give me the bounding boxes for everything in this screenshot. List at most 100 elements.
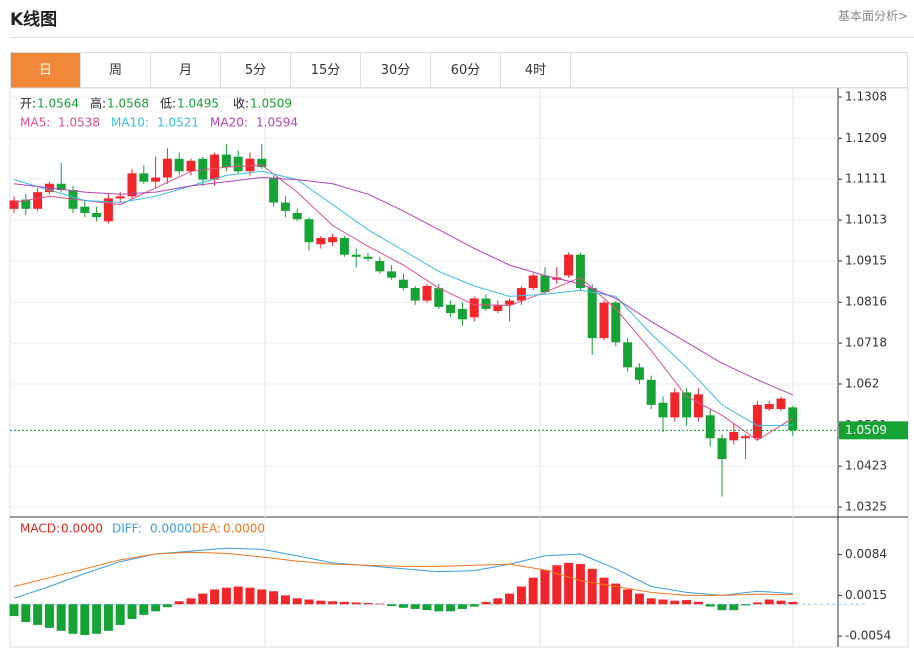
candle-body [788, 407, 798, 431]
candle-body [151, 177, 161, 182]
period-tab[interactable]: 月 [151, 53, 221, 88]
candle-body [410, 288, 420, 301]
macd-bar [575, 564, 585, 605]
period-tab[interactable]: 周 [81, 53, 151, 88]
period-tab[interactable]: 30分 [361, 53, 431, 88]
macd-bar [210, 589, 220, 605]
macd-bar [516, 586, 526, 605]
macd-bar [198, 593, 208, 605]
candle-body [80, 206, 90, 213]
legend-value: 0.0000 [223, 522, 265, 536]
candle-body [493, 304, 503, 312]
y-tick-label: 1.0816 [845, 295, 887, 309]
macd-bar [457, 604, 467, 609]
info-value: 1.0568 [107, 97, 149, 111]
legend-name: MA5: [20, 116, 50, 130]
period-tab[interactable]: 日 [11, 53, 81, 88]
period-tab[interactable]: 5分 [221, 53, 291, 88]
line-series [13, 176, 793, 396]
line-series [13, 170, 793, 427]
macd-bar [682, 600, 692, 605]
candle-body [316, 238, 326, 245]
macd-bar [80, 604, 90, 635]
macd-bar [611, 583, 621, 605]
candle-body [56, 183, 66, 191]
candle-body [245, 158, 255, 172]
macd-bar [316, 600, 326, 605]
macd-bar [174, 601, 184, 605]
macd-bar [764, 599, 774, 605]
macd-bar [33, 604, 43, 625]
y-tick-label: 1.0423 [845, 459, 887, 473]
macd-bar [92, 604, 102, 634]
period-tab[interactable]: 4时 [501, 53, 571, 88]
candle-body [304, 219, 314, 243]
candle-body [575, 254, 585, 289]
macd-bar [422, 604, 432, 611]
legend-value: 1.0538 [58, 116, 100, 130]
candle-body [682, 392, 692, 418]
candle-body [469, 298, 479, 318]
y-tick-label: 1.1209 [845, 131, 887, 145]
period-tab[interactable]: 60分 [431, 53, 501, 88]
candle-body [623, 342, 633, 368]
candle-body [387, 271, 397, 278]
last-price-label: 1.0509 [845, 423, 887, 437]
macd-bar [21, 604, 31, 622]
macd-bar [670, 600, 680, 605]
legend-name: DIFF: [112, 522, 142, 536]
fundamental-link[interactable]: 基本面分析> [837, 9, 908, 23]
candle-body [363, 256, 373, 259]
macd-bar [139, 604, 149, 615]
macd-bar [469, 604, 479, 607]
macd-bar [646, 598, 656, 605]
period-tab[interactable]: 15分 [291, 53, 361, 88]
macd-bar [292, 598, 302, 605]
candle-body [233, 156, 243, 172]
macd-bar [729, 604, 739, 611]
candle-body [103, 198, 113, 222]
candle-body [658, 402, 668, 418]
macd-bar [68, 604, 78, 634]
y-tick-label: 1.1111 [845, 172, 887, 186]
candle-body [351, 254, 361, 257]
candle-body [634, 367, 644, 380]
y-tick-label: 1.1308 [845, 90, 887, 104]
candle-body [434, 288, 444, 307]
macd-bar [493, 598, 503, 605]
macd-bar [398, 604, 408, 608]
macd-bar [387, 604, 397, 607]
legend-value: 1.0521 [157, 116, 199, 130]
info-label: 收: [233, 97, 249, 111]
macd-bar [186, 598, 196, 605]
candle-body [741, 436, 751, 439]
macd-bar [44, 604, 54, 628]
candle-body [280, 202, 290, 211]
candle-body [646, 379, 656, 405]
candle-body [92, 212, 102, 218]
candle-body [339, 238, 349, 255]
candle-body [139, 173, 149, 182]
candle-body [729, 431, 739, 441]
candle-body [528, 275, 538, 289]
candle-body [198, 158, 208, 180]
candle-body [776, 398, 786, 410]
legend-value: 0.0000 [61, 522, 103, 536]
candle-body [127, 173, 137, 197]
legend-name: MACD: [20, 522, 60, 536]
macd-bar [245, 587, 255, 605]
macd-bar [599, 577, 609, 605]
info-value: 1.0509 [250, 97, 292, 111]
y-tick-label: 0.0084 [845, 547, 887, 561]
macd-bar [788, 601, 798, 605]
macd-bar [304, 599, 314, 605]
candle-body [186, 160, 196, 172]
legend-name: MA10: [111, 116, 149, 130]
y-tick-label: 1.062 [845, 377, 879, 391]
candle-body [174, 158, 184, 172]
macd-bar [705, 604, 715, 607]
candle-body [221, 154, 231, 168]
macd-bar [528, 577, 538, 605]
candle-body [328, 237, 338, 243]
